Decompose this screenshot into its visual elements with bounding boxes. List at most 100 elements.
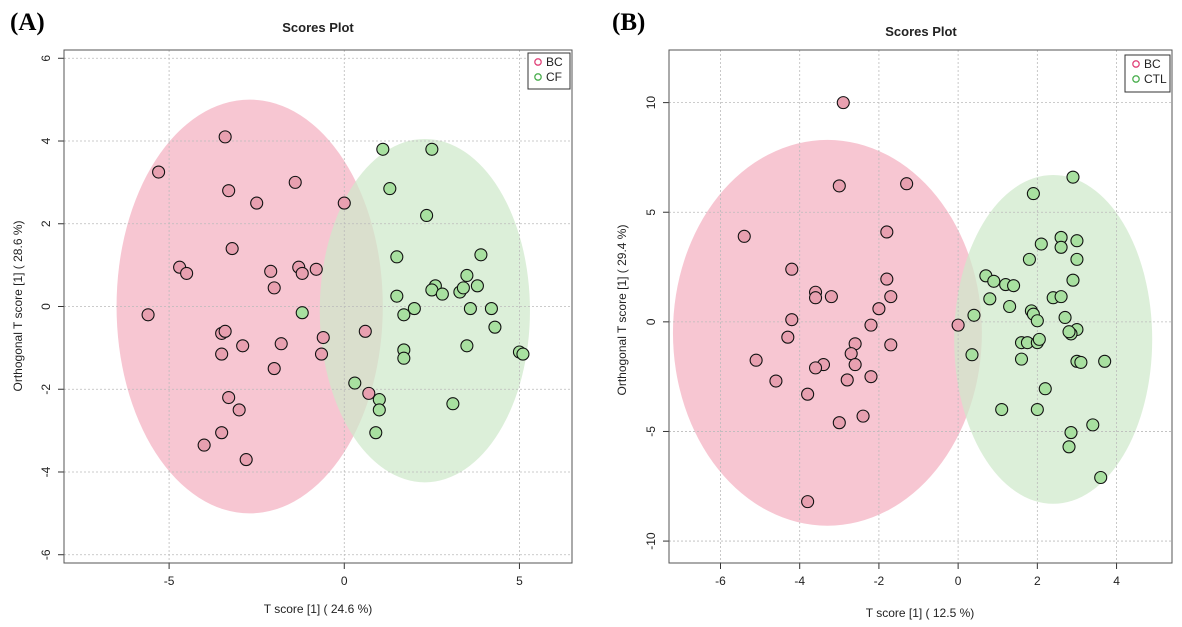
panel-b-point-bc <box>880 272 894 286</box>
panel-a-point-cf <box>435 287 449 301</box>
x-tick-label: 5 <box>516 574 523 588</box>
panel-b-legend: BC CTL <box>1124 54 1171 93</box>
panel-b-legend-box <box>1124 54 1171 93</box>
panel-a-grid <box>64 50 572 563</box>
y-tick-label: 4 <box>39 137 53 144</box>
panel-b-point-ctl <box>1094 470 1108 485</box>
panel-b-point-bc <box>864 318 878 332</box>
panel-b-points <box>737 96 1112 509</box>
panel-a-point-cf <box>407 302 421 316</box>
panel-a-title: Scores Plot <box>282 20 354 35</box>
x-tick-label: -4 <box>794 574 805 588</box>
panel-a-point-cf <box>516 347 530 361</box>
panel-b-point-ctl <box>1074 355 1088 369</box>
panel-b-point-ctl <box>1032 332 1046 346</box>
y-tick-label: -4 <box>39 466 53 477</box>
panel-b-point-bc <box>836 96 850 110</box>
panel-a-point-bc <box>180 266 194 280</box>
panel-a-point-bc <box>250 196 264 210</box>
panel-a-point-bc <box>314 347 329 361</box>
panel-a-point-bc <box>316 330 330 345</box>
panel-a-point-cf <box>390 289 404 303</box>
panel-b-point-bc <box>840 373 854 387</box>
panel-a-point-bc <box>309 262 323 276</box>
panel-a-point-bc <box>225 242 239 256</box>
panel-a-point-cf <box>397 351 411 365</box>
panel-a-point-cf <box>372 403 386 417</box>
panel-b-point-bc <box>884 338 898 352</box>
panel-b-point-bc <box>824 290 838 304</box>
panel-b-point-ctl <box>1064 426 1078 440</box>
panel-b-point-bc <box>781 330 795 344</box>
legend-marker-bc <box>534 58 542 66</box>
panel-b-point-bc <box>785 262 799 276</box>
panel-a-point-cf <box>397 308 411 322</box>
panel-b-point-bc <box>872 302 886 316</box>
panel-a-point-cf <box>425 142 439 156</box>
y-tick-label: 10 <box>644 96 658 110</box>
panel-b-point-bc <box>808 361 823 375</box>
panel-a-point-cf <box>474 248 488 262</box>
panel-a-point-cf <box>295 306 309 320</box>
panel-a-point-bc <box>288 175 302 189</box>
panel-label-a: (A) <box>10 9 45 36</box>
panel-b-point-ctl <box>1086 418 1100 432</box>
panel-a-point-cf <box>463 302 477 316</box>
panel-b-point-ctl <box>965 348 979 362</box>
panel-b-point-bc <box>864 370 878 384</box>
y-tick-label: -10 <box>644 532 658 550</box>
panel-a-point-bc <box>274 337 288 351</box>
panel-b-point-ctl <box>1054 240 1068 254</box>
panel-b-point-ctl <box>987 274 1001 288</box>
panel-a-point-bc <box>141 308 155 322</box>
panel-b-point-ctl <box>1058 310 1072 325</box>
panel-a-point-cf <box>484 302 498 316</box>
x-tick-label: 0 <box>955 574 962 588</box>
panel-a-confidence-ellipse-cf <box>319 138 530 483</box>
panel-b-legend-ctl: CTL <box>1144 72 1167 86</box>
panel-a-point-bc <box>215 426 229 440</box>
panel-b-point-ctl <box>983 292 997 306</box>
panel-a-legend: BC CF <box>527 52 571 90</box>
panel-b-point-bc <box>900 177 914 191</box>
panel-a-point-bc <box>358 324 372 338</box>
y-tick-label: -2 <box>39 384 53 395</box>
legend-marker-bc <box>1132 60 1140 68</box>
panel-b-point-ctl <box>1066 273 1080 287</box>
panel-a-point-bc <box>218 130 232 144</box>
panel-b-point-bc <box>844 347 858 361</box>
panel-a-point-bc <box>264 264 278 278</box>
panel-a-point-bc <box>222 390 236 405</box>
panel-b-point-bc <box>856 409 870 423</box>
y-tick-label: 2 <box>39 220 53 227</box>
panel-a-point-bc <box>295 266 309 280</box>
panel-b-point-ctl <box>1098 354 1112 368</box>
panel-a-point-cf <box>369 426 383 440</box>
panel-a-point-cf <box>446 397 460 411</box>
panel-b-point-bc <box>801 495 815 509</box>
panel-a-point-bc <box>362 386 376 400</box>
panel-b-point-ctl <box>1062 325 1076 339</box>
panel-b-legend-bc: BC <box>1144 57 1161 71</box>
panel-a-plot-frame <box>63 49 573 564</box>
panel-a-point-bc <box>236 339 250 353</box>
y-tick-label: 5 <box>644 209 658 216</box>
x-tick-label: -2 <box>874 574 885 588</box>
x-tick-label: -5 <box>164 574 175 588</box>
x-tick-label: -6 <box>715 574 726 588</box>
panel-a-legend-cf: CF <box>546 70 562 84</box>
panel-b-y-axis-label: Orthogonal T score [1] ( 29.4 %) <box>615 225 629 396</box>
panel-b-point-bc <box>832 416 846 430</box>
panel-b-point-bc <box>808 291 823 305</box>
panel-a-point-bc <box>197 438 211 452</box>
panel-b-plot-frame <box>668 49 1173 564</box>
panel-b-point-bc <box>769 374 783 388</box>
panel-a-point-bc <box>337 196 351 210</box>
panel-a-point-bc <box>152 165 166 179</box>
legend-marker-cf <box>534 73 542 81</box>
panel-b-point-bc <box>737 229 751 243</box>
panel-a-point-cf <box>460 339 474 353</box>
panel-b-x-axis-label: T score [1] ( 12.5 %) <box>866 606 975 620</box>
panel-b-point-ctl <box>1030 402 1044 417</box>
